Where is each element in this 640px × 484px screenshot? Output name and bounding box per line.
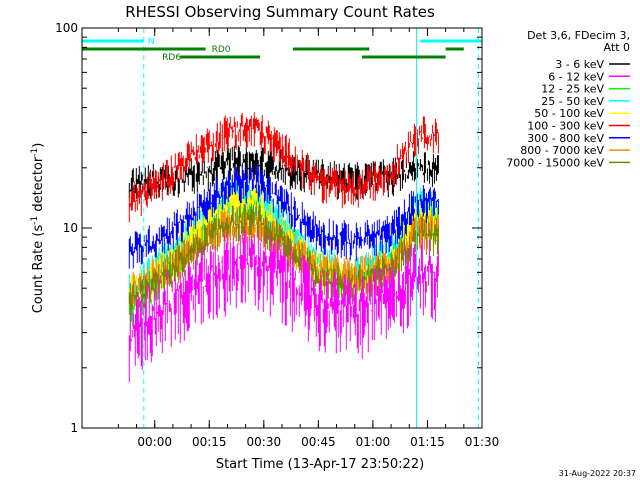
footer-timestamp: 31-Aug-2022 20:37 [559, 469, 636, 478]
y-tick-label: 1 [70, 421, 78, 435]
legend-label: 3 - 6 keV [555, 58, 604, 71]
y-axis-label-part1: Count Rate (s [31, 225, 46, 314]
y-axis-label-sup1: -1 [30, 216, 40, 225]
x-tick-label: 01:15 [410, 435, 445, 449]
x-tick-label: 00:30 [247, 435, 282, 449]
legend-label: 25 - 50 keV [541, 95, 604, 108]
band-label-rd6: RD6 [162, 53, 181, 63]
legend-label: 800 - 7000 keV [520, 144, 604, 157]
x-tick-label: 00:15 [192, 435, 227, 449]
band-label-rd0: RD0 [212, 45, 231, 55]
y-axis-label: Count Rate (s-1 detector-1) [30, 143, 46, 314]
series-group [128, 112, 439, 383]
legend-title-line2: Att 0 [604, 41, 630, 54]
x-tick-label: 00:00 [137, 435, 172, 449]
legend-label: 100 - 300 keV [527, 120, 604, 133]
y-axis-label-part2: detector [31, 156, 46, 216]
x-axis-label: Start Time (13-Apr-17 23:50:22) [216, 457, 424, 472]
legend-label: 6 - 12 keV [548, 70, 604, 83]
axis-ticks: 00:00 00:15 00:30 00:45 01:00 01:15 01:30 1 10 10… [55, 21, 499, 449]
x-tick-label: 01:00 [356, 435, 391, 449]
x-tick-label: 01:30 [465, 435, 500, 449]
legend-label: 12 - 25 keV [541, 83, 604, 96]
legend-label: 300 - 800 keV [527, 132, 604, 145]
y-axis-label-sup2: -1 [30, 148, 40, 157]
legend-title-line1: Det 3,6, FDecim 3, [527, 29, 630, 42]
series-300-800-kev [128, 164, 439, 269]
band-label-n: N [148, 37, 155, 47]
legend-label: 50 - 100 keV [534, 107, 604, 120]
y-axis-label-part3: ) [31, 143, 46, 148]
series-6-12-kev [128, 229, 439, 383]
x-tick-label: 00:45 [301, 435, 336, 449]
y-tick-label: 10 [63, 221, 78, 235]
plot-area: N RD0 RD6 [81, 27, 483, 429]
legend-label: 7000 - 15000 keV [506, 156, 604, 169]
y-tick-label: 100 [55, 21, 78, 35]
series-100-300-kev [128, 112, 439, 223]
chart-title: RHESSI Observing Summary Count Rates [125, 3, 435, 21]
